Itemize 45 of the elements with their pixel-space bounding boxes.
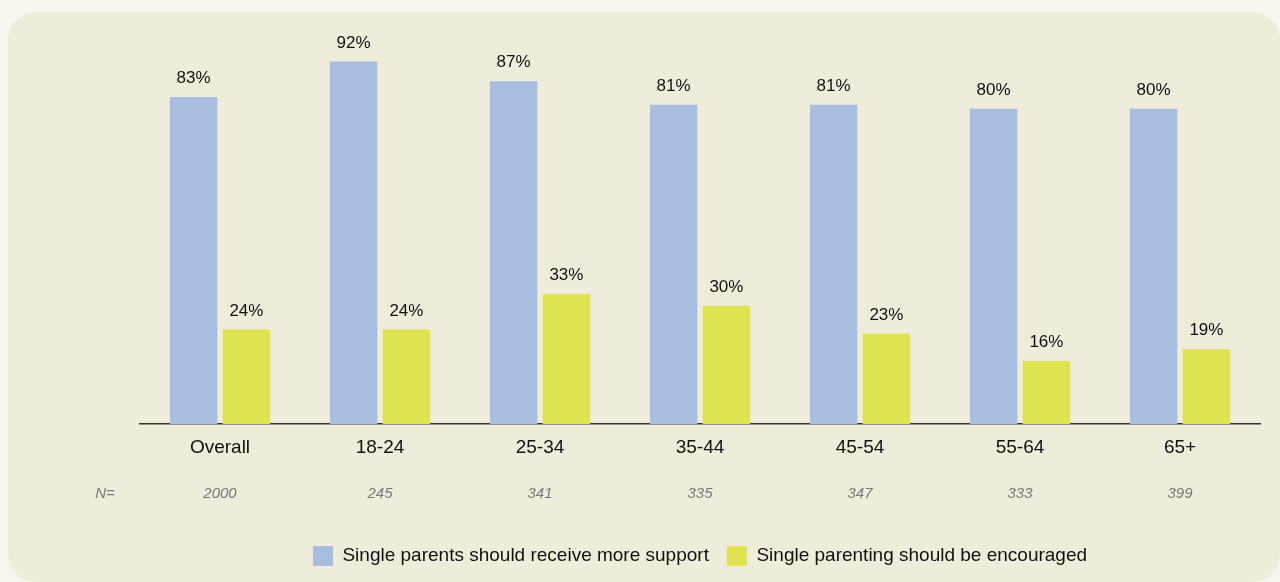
x-tick-label: 45-54 — [835, 435, 885, 457]
bar — [542, 293, 591, 424]
bar — [1022, 360, 1071, 424]
data-label: 19% — [1189, 320, 1224, 340]
data-label: 23% — [869, 304, 904, 324]
data-label: 92% — [336, 32, 371, 52]
text: 245 — [366, 484, 394, 502]
data-label: 87% — [496, 52, 531, 72]
bar — [969, 108, 1018, 424]
data-label: 80% — [976, 79, 1011, 99]
legend-label: Single parenting should be encouraged — [756, 544, 1088, 566]
bar — [1182, 349, 1231, 424]
bar — [702, 305, 751, 424]
x-tick-label: 55-64 — [995, 435, 1045, 457]
x-tick-label: 18-24 — [355, 435, 405, 457]
bar — [1129, 108, 1178, 424]
bar — [809, 104, 858, 424]
bar — [382, 329, 431, 424]
text: N= — [95, 484, 116, 502]
data-label: 30% — [709, 276, 744, 296]
bar — [862, 333, 911, 424]
data-label: 33% — [549, 265, 584, 285]
text: 333 — [1007, 484, 1034, 502]
text: 341 — [527, 484, 553, 502]
data-label: 81% — [656, 76, 691, 96]
x-tick-label: Overall — [189, 435, 251, 457]
text: 399 — [1167, 484, 1194, 502]
text: 2000 — [202, 484, 238, 502]
data-label: 83% — [176, 68, 211, 88]
bar — [489, 81, 538, 424]
data-label: 16% — [1029, 332, 1064, 352]
bar — [169, 96, 218, 424]
bar — [329, 61, 378, 424]
text: 347 — [847, 484, 874, 502]
x-tick-label: 35-44 — [675, 435, 725, 457]
bar — [222, 329, 271, 424]
data-label: 80% — [1136, 79, 1171, 99]
bar — [649, 104, 698, 424]
text: 335 — [687, 484, 714, 502]
x-tick-label: 65+ — [1163, 435, 1197, 457]
legend-label: Single parents should receive more support — [342, 544, 710, 566]
data-label: 24% — [389, 300, 424, 320]
x-tick-label: 25-34 — [515, 435, 565, 457]
data-label: 81% — [816, 76, 851, 96]
data-label: 24% — [229, 300, 264, 320]
